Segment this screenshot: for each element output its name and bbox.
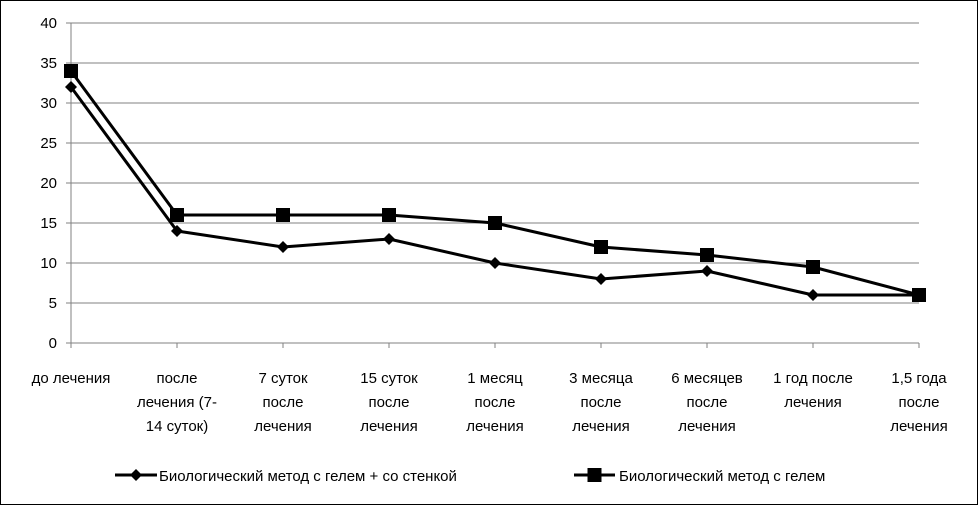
data-point-diamond — [65, 81, 77, 93]
y-tick-label: 25 — [40, 135, 57, 152]
x-tick-label: 7 суток — [258, 370, 308, 387]
data-point-diamond — [383, 233, 395, 245]
x-tick-label: после — [580, 394, 621, 411]
y-tick-label: 40 — [40, 15, 57, 32]
data-point-square — [594, 240, 608, 254]
legend-marker-square — [587, 468, 602, 482]
data-point-square — [170, 208, 184, 222]
y-tick-label: 20 — [40, 175, 57, 192]
x-tick-label: лечения — [572, 418, 630, 435]
x-tick-label: после — [156, 370, 197, 387]
x-tick-label: 6 месяцев — [671, 370, 743, 387]
x-tick-label: лечения (7- — [137, 394, 217, 411]
x-tick-label: 15 суток — [360, 370, 418, 387]
y-tick-label: 30 — [40, 95, 57, 112]
x-tick-label: лечения — [360, 418, 418, 435]
y-tick-label: 35 — [40, 55, 57, 72]
x-tick-label: после — [686, 394, 727, 411]
x-tick-label: лечения — [466, 418, 524, 435]
data-point-square — [382, 208, 396, 222]
y-tick-label: 10 — [40, 255, 57, 272]
data-point-diamond — [489, 257, 501, 269]
data-point-diamond — [807, 289, 819, 301]
data-point-square — [700, 248, 714, 262]
data-point-diamond — [171, 225, 183, 237]
x-tick-label: лечения — [784, 394, 842, 411]
x-tick-label: лечения — [254, 418, 312, 435]
x-tick-label: 14 суток) — [146, 418, 208, 435]
legend-label: Биологический метод с гелем + со стенкой — [159, 468, 457, 485]
data-point-diamond — [595, 273, 607, 285]
x-tick-label: до лечения — [32, 370, 111, 387]
x-tick-label: лечения — [890, 418, 948, 435]
legend-label: Биологический метод с гелем — [619, 468, 825, 485]
x-tick-label: 3 месяца — [569, 370, 633, 387]
legend-marker-diamond — [130, 469, 142, 481]
y-tick-label: 15 — [40, 215, 57, 232]
y-tick-label: 0 — [49, 335, 57, 352]
x-tick-label: лечения — [678, 418, 736, 435]
x-tick-label: после — [262, 394, 303, 411]
x-tick-label: 1,5 года — [891, 370, 947, 387]
x-tick-label: после — [368, 394, 409, 411]
data-point-square — [64, 64, 78, 78]
x-tick-label: после — [898, 394, 939, 411]
x-tick-label: после — [474, 394, 515, 411]
y-tick-label: 5 — [49, 295, 57, 312]
data-point-square — [912, 288, 926, 302]
data-point-diamond — [701, 265, 713, 277]
data-point-square — [488, 216, 502, 230]
data-point-square — [806, 260, 820, 274]
x-tick-label: 1 месяц — [467, 370, 523, 387]
data-point-square — [276, 208, 290, 222]
x-tick-label: 1 год после — [773, 370, 853, 387]
data-point-diamond — [277, 241, 289, 253]
